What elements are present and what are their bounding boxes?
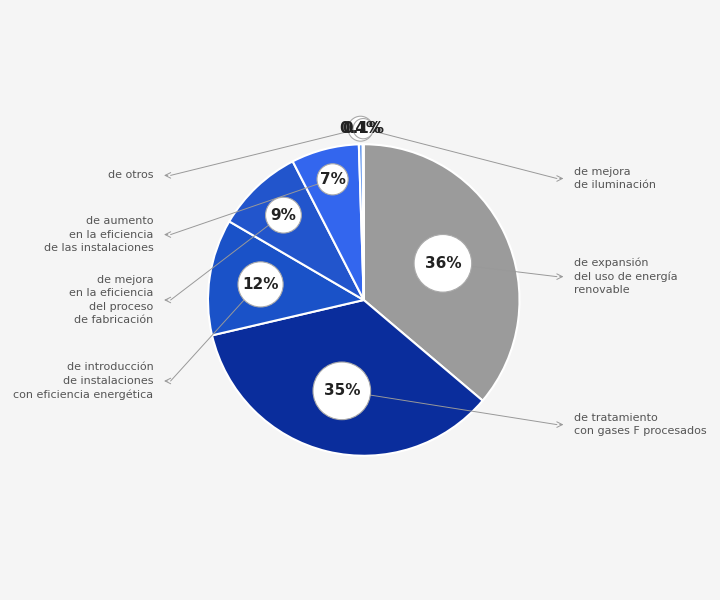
Text: 35%: 35% xyxy=(323,383,360,398)
Circle shape xyxy=(313,362,371,419)
Text: 0.4%: 0.4% xyxy=(339,121,382,136)
Text: de otros: de otros xyxy=(108,170,153,181)
Wedge shape xyxy=(208,221,364,335)
Circle shape xyxy=(353,119,374,139)
Text: 9%: 9% xyxy=(271,208,297,223)
Text: de mejora
en la eficiencia
del proceso
de fabricación: de mejora en la eficiencia del proceso d… xyxy=(69,275,153,325)
Wedge shape xyxy=(364,144,520,401)
Text: de aumento
en la eficiencia
de las instalaciones: de aumento en la eficiencia de las insta… xyxy=(44,217,153,253)
Wedge shape xyxy=(293,145,364,300)
Wedge shape xyxy=(359,144,364,300)
Circle shape xyxy=(348,116,373,141)
Text: 12%: 12% xyxy=(243,277,279,292)
Circle shape xyxy=(238,262,283,307)
Text: 0.1%: 0.1% xyxy=(342,121,384,136)
Text: de tratamiento
con gases F procesados: de tratamiento con gases F procesados xyxy=(574,413,706,436)
Text: 36%: 36% xyxy=(425,256,462,271)
Text: 7%: 7% xyxy=(320,172,346,187)
Wedge shape xyxy=(212,300,482,456)
Circle shape xyxy=(414,235,472,292)
Circle shape xyxy=(266,197,302,233)
Circle shape xyxy=(317,164,348,195)
Text: de expansión
del uso de energía
renovable: de expansión del uso de energía renovabl… xyxy=(574,258,678,295)
Wedge shape xyxy=(363,144,364,300)
Text: de mejora
de iluminación: de mejora de iluminación xyxy=(574,167,656,190)
Text: de introducción
de instalaciones
con eficiencia energética: de introducción de instalaciones con efi… xyxy=(14,362,153,400)
Wedge shape xyxy=(229,161,364,300)
